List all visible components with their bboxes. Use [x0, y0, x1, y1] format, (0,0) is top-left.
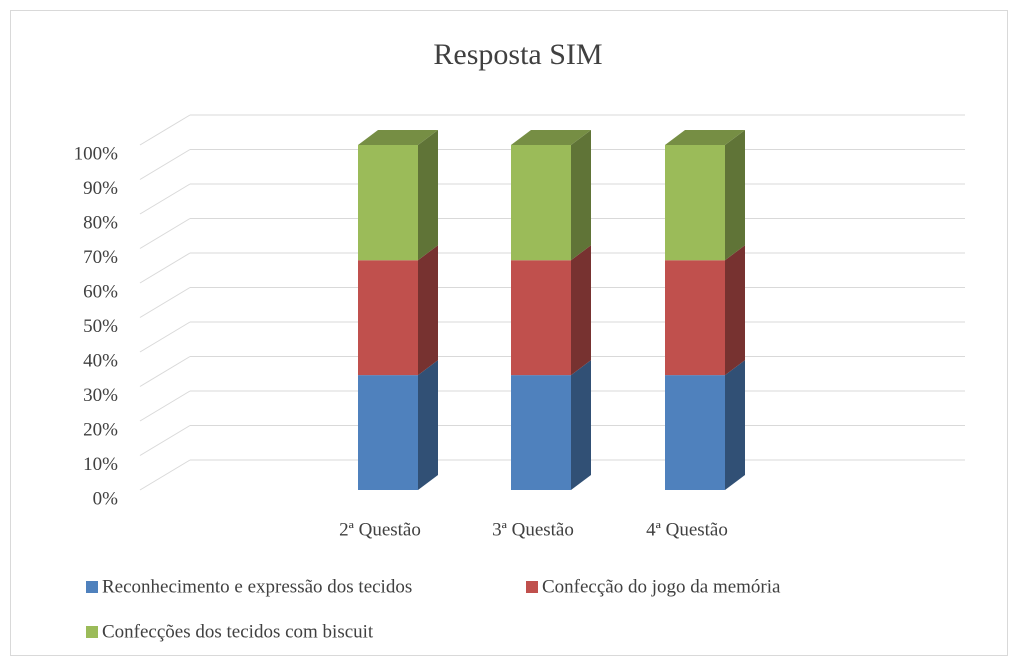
- y-tick-label: 0%: [93, 488, 119, 509]
- legend-label: Confecção do jogo da memória: [542, 576, 781, 597]
- y-tick-label: 30%: [83, 385, 118, 406]
- legend-swatch: [526, 581, 538, 593]
- y-tick-label: 90%: [83, 178, 118, 199]
- bar: [665, 375, 725, 490]
- bar: [358, 260, 418, 376]
- bar-side: [418, 130, 438, 261]
- bar: [511, 145, 571, 261]
- bar-top: [665, 130, 745, 145]
- bar: [665, 260, 725, 376]
- legend-label: Confecções dos tecidos com biscuit: [102, 621, 374, 642]
- bar-side: [725, 245, 745, 376]
- bar-side: [725, 360, 745, 490]
- grid-line: [139, 425, 191, 456]
- chart-border: [10, 10, 1008, 656]
- y-tick-label: 70%: [83, 247, 118, 268]
- grid-line: [139, 252, 191, 284]
- x-tick-label: 2ª Questão: [339, 519, 421, 540]
- grid-line: [139, 114, 191, 146]
- y-tick-label: 10%: [83, 454, 118, 475]
- bar-top: [511, 130, 591, 145]
- y-tick-label: 100%: [74, 143, 119, 164]
- grid-line: [139, 390, 191, 422]
- grid-line: [139, 218, 191, 249]
- bar-side: [571, 245, 591, 376]
- legend-swatch: [86, 581, 98, 593]
- x-tick-label: 3ª Questão: [492, 519, 574, 540]
- chart-title: Resposta SIM: [433, 38, 602, 71]
- x-tick-label: 4ª Questão: [646, 519, 728, 540]
- bar: [358, 145, 418, 261]
- grid-line: [139, 459, 191, 491]
- y-tick-label: 60%: [83, 281, 118, 302]
- y-tick-label: 20%: [83, 419, 118, 440]
- y-tick-label: 50%: [83, 316, 118, 337]
- bar: [511, 375, 571, 490]
- bar: [511, 260, 571, 376]
- bar-side: [571, 130, 591, 261]
- grid-line: [139, 287, 191, 318]
- bar: [358, 375, 418, 490]
- grid-line: [139, 149, 191, 180]
- legend-label: Reconhecimento e expressão dos tecidos: [102, 576, 412, 597]
- bar-side: [418, 245, 438, 376]
- grid-line: [139, 183, 191, 215]
- bar-side: [571, 360, 591, 490]
- bar: [665, 145, 725, 261]
- bar-side: [725, 130, 745, 261]
- y-tick-label: 80%: [83, 212, 118, 233]
- grid-line: [139, 356, 191, 387]
- bar-top: [358, 130, 438, 145]
- legend-swatch: [86, 626, 98, 638]
- bar-side: [418, 360, 438, 490]
- grid-line: [139, 321, 191, 353]
- y-tick-label: 40%: [83, 350, 118, 371]
